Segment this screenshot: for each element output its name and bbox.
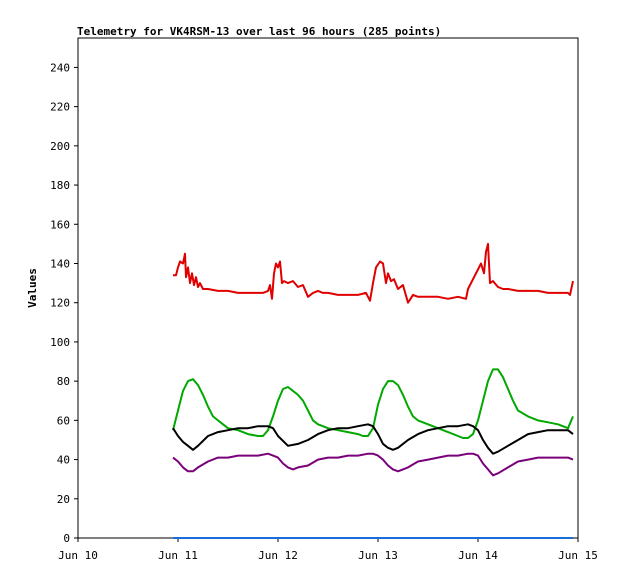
y-tick-label: 120 — [50, 297, 70, 310]
y-tick-label: 20 — [57, 493, 70, 506]
x-tick-label: Jun 13 — [358, 549, 398, 562]
y-tick-label: 160 — [50, 218, 70, 231]
y-tick-label: 80 — [57, 375, 70, 388]
y-axis-label: Values — [26, 268, 39, 308]
series-line-3 — [172, 423, 574, 455]
y-tick-label: 200 — [50, 140, 70, 153]
x-tick-label: Jun 10 — [58, 549, 98, 562]
y-tick-label: 220 — [50, 101, 70, 114]
x-tick-label: Jun 11 — [158, 549, 198, 562]
series-line-1 — [173, 242, 574, 304]
series-layer — [172, 242, 574, 539]
x-tick-label: Jun 15 — [558, 549, 598, 562]
y-tick-label: 0 — [63, 532, 70, 545]
x-tick-label: Jun 14 — [458, 549, 498, 562]
series-line-2 — [172, 368, 574, 439]
y-tick-label: 140 — [50, 257, 70, 270]
y-tick-label: 100 — [50, 336, 70, 349]
y-axis: 0 20 40 60 80 100 120 140 160 180 200 220 240 — [50, 61, 78, 545]
x-axis: Jun 10 Jun 11 Jun 12 Jun 13 Jun 14 Jun 15 — [58, 538, 598, 562]
y-tick-label: 40 — [57, 454, 70, 467]
chart-title: Telemetry for VK4RSM-13 over last 96 hou… — [77, 25, 441, 38]
series-line-4 — [172, 452, 574, 477]
x-tick-label: Jun 12 — [258, 549, 298, 562]
y-tick-label: 240 — [50, 61, 70, 74]
y-tick-label: 60 — [57, 414, 70, 427]
y-tick-label: 180 — [50, 179, 70, 192]
